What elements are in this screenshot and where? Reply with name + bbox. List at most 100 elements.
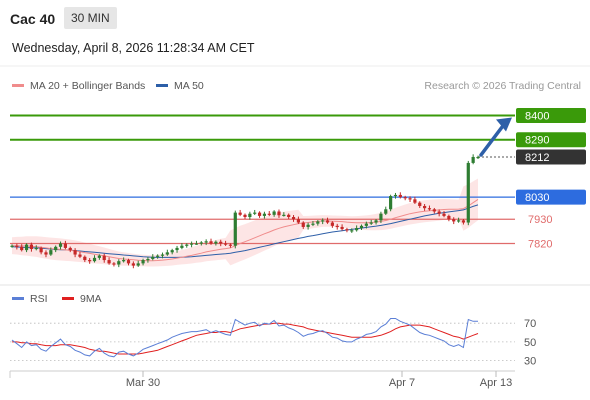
legend-item-rsi: RSI: [12, 293, 48, 305]
legend-label-9ma: 9MA: [80, 293, 102, 305]
candle-body: [117, 261, 121, 265]
candle-body: [466, 162, 470, 223]
candle-body: [146, 258, 150, 261]
candle-body: [58, 243, 63, 247]
level-tag-8212: [516, 149, 586, 165]
timeframe-selector[interactable]: 30 MIN: [64, 7, 117, 29]
ma20-swatch: [12, 83, 24, 87]
candle-body: [88, 260, 92, 262]
forecast-arrow-shaft: [479, 122, 506, 157]
x-axis: Mar 30 Apr 7 Apr 13: [9, 370, 515, 389]
candle-body: [29, 244, 34, 250]
candle-body: [471, 156, 475, 163]
candle-body: [204, 241, 208, 243]
price-panel: 8400 8290 8212 8030 7930 7820: [10, 107, 586, 269]
candle-body: [456, 220, 461, 222]
candle-body: [238, 212, 242, 215]
candle-body: [102, 255, 106, 261]
rsi-tick-30: 30: [524, 356, 536, 368]
candle-body: [287, 214, 291, 218]
candle-body: [190, 243, 194, 245]
legend-item-ma20: MA 20 + Bollinger Bands: [12, 80, 145, 92]
candle-body: [452, 219, 456, 222]
credit-text: Research © 2026 Trading Central: [424, 80, 581, 92]
x-tick-label: Apr 7: [389, 377, 415, 389]
candle-body: [209, 241, 213, 244]
candle-body: [277, 211, 281, 216]
candle-body: [165, 252, 169, 255]
candle-body: [340, 226, 344, 230]
candle-body: [476, 156, 480, 159]
legend-label-rsi: RSI: [30, 293, 48, 305]
candle-body: [233, 212, 237, 246]
candle-body: [112, 263, 116, 265]
candle-body: [219, 241, 223, 244]
candle-body: [437, 211, 441, 214]
candle-body: [461, 220, 466, 223]
candle-body: [156, 255, 160, 257]
candle-body: [306, 224, 310, 227]
candle-body: [136, 263, 140, 266]
candle-body: [214, 241, 218, 244]
candle-body: [442, 213, 446, 216]
rsi-tick-70: 70: [524, 318, 536, 330]
symbol-title: Cac 40: [10, 11, 56, 27]
candle-body: [291, 217, 296, 220]
candle-body: [126, 260, 131, 264]
candle-body: [78, 254, 82, 257]
candle-body: [10, 245, 14, 247]
candle-body: [68, 247, 72, 251]
candle-body: [379, 213, 383, 221]
candle-body: [34, 247, 38, 250]
candle-body: [364, 223, 368, 226]
rsi-9ma-line: [12, 322, 479, 355]
top-bar: Cac 40 30 MIN: [0, 0, 590, 36]
candle-body: [185, 244, 189, 246]
candle-body: [282, 214, 286, 217]
candle-body: [131, 263, 135, 266]
candle-body: [194, 243, 199, 245]
candle-body: [54, 246, 58, 251]
legend-item-ma50: MA 50: [156, 80, 204, 92]
forecast-arrow-head: [496, 117, 512, 132]
candle-body: [389, 196, 393, 210]
candle-body: [413, 199, 417, 203]
candle-body: [257, 212, 262, 216]
candle-body: [262, 213, 267, 216]
candle-body: [253, 212, 257, 214]
level-label-8400: 8400: [525, 110, 549, 122]
candle-body: [403, 197, 407, 199]
candle-body: [248, 213, 252, 218]
candle-body: [311, 223, 315, 225]
candle-body: [49, 250, 53, 255]
rsi-panel: 70 50 30: [10, 318, 536, 368]
level-label-7930: 7930: [528, 214, 552, 226]
legend-item-9ma: 9MA: [62, 293, 102, 305]
candle-body: [393, 194, 398, 197]
level-tag-8400: [516, 107, 586, 123]
candle-body: [447, 215, 451, 220]
candle-body: [44, 252, 48, 255]
level-tag-8030: [516, 189, 586, 205]
rsi-line: [11, 318, 478, 358]
candle-body: [160, 254, 165, 256]
candle-body: [199, 242, 203, 244]
datetime-label: Wednesday, April 8, 2026 11:28:34 AM CET: [12, 41, 255, 55]
candle-body: [296, 219, 300, 223]
candle-body: [408, 198, 412, 200]
candle-body: [175, 247, 179, 251]
x-tick-label: Apr 13: [480, 377, 512, 389]
bollinger-band: [12, 178, 478, 267]
candle-body: [374, 220, 378, 223]
rsi-tick-50: 50: [524, 337, 536, 349]
ma50-line: [11, 204, 479, 258]
candle-body: [359, 225, 364, 229]
ma50-swatch: [156, 83, 168, 87]
candle-body: [316, 221, 320, 224]
candle-body: [272, 211, 276, 215]
candle-body: [335, 225, 339, 228]
candle-body: [122, 260, 126, 262]
candle-body: [223, 243, 228, 245]
candle-body: [398, 194, 402, 198]
